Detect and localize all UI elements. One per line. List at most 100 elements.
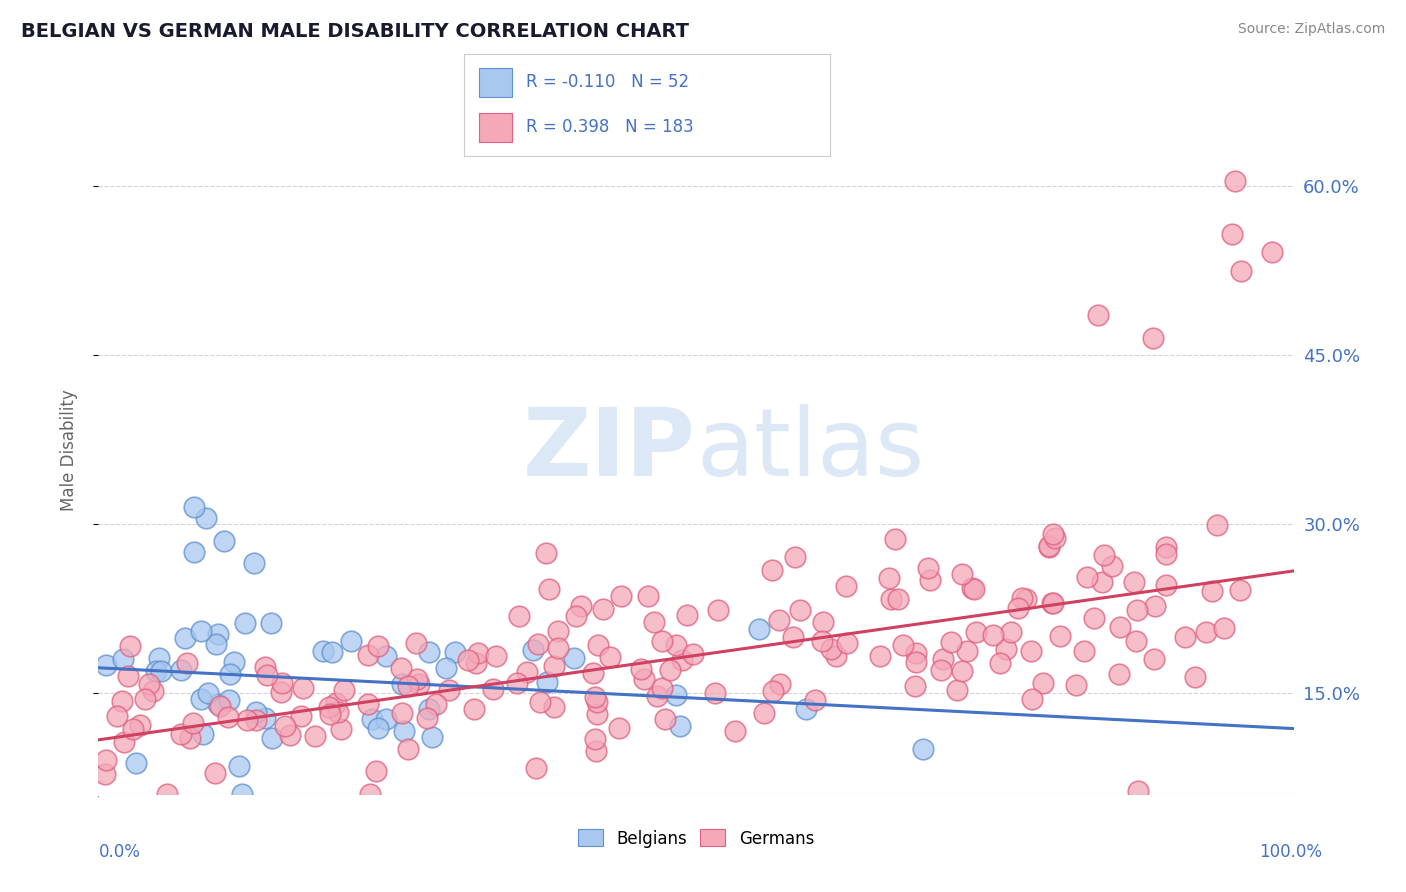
Point xyxy=(583,731,606,746)
Point xyxy=(918,573,941,587)
Point xyxy=(121,723,143,737)
Point xyxy=(236,713,259,727)
Point xyxy=(191,727,214,741)
Point xyxy=(1128,783,1150,797)
Point xyxy=(707,603,730,617)
Point xyxy=(467,646,489,660)
Point xyxy=(524,761,547,775)
Point xyxy=(105,709,128,723)
Point xyxy=(1213,621,1236,635)
Point xyxy=(1205,518,1227,533)
Point xyxy=(120,639,142,653)
Point xyxy=(527,637,550,651)
Point xyxy=(887,591,910,606)
Point xyxy=(319,706,342,721)
Point xyxy=(789,603,811,617)
Point xyxy=(811,615,834,630)
Point xyxy=(367,721,389,735)
Point xyxy=(218,693,240,707)
Point xyxy=(290,708,312,723)
Point xyxy=(207,627,229,641)
Point xyxy=(1142,331,1164,345)
Point xyxy=(665,638,688,652)
Point xyxy=(169,663,191,677)
Point xyxy=(963,582,986,596)
Point xyxy=(585,695,607,709)
Point xyxy=(391,706,413,720)
Point xyxy=(357,648,380,662)
Point xyxy=(547,640,569,655)
Text: atlas: atlas xyxy=(696,404,924,497)
Point xyxy=(752,706,775,720)
Point xyxy=(965,624,987,639)
Point xyxy=(724,723,747,738)
Point xyxy=(668,719,690,733)
Point xyxy=(912,742,935,756)
Point xyxy=(762,684,785,698)
Point xyxy=(148,650,170,665)
Point xyxy=(418,702,440,716)
Point xyxy=(794,702,817,716)
Point xyxy=(318,700,340,714)
Point xyxy=(405,636,427,650)
Point xyxy=(522,643,544,657)
Point xyxy=(1073,644,1095,658)
Point xyxy=(1000,624,1022,639)
Point xyxy=(1007,601,1029,615)
Point xyxy=(218,666,240,681)
Point xyxy=(536,674,558,689)
Point xyxy=(231,787,253,801)
Point xyxy=(209,699,232,714)
Point xyxy=(111,652,134,666)
Point xyxy=(682,647,704,661)
Point xyxy=(782,630,804,644)
Point xyxy=(748,623,770,637)
Point xyxy=(905,655,928,669)
Point xyxy=(1125,603,1147,617)
Point xyxy=(582,666,605,681)
Point xyxy=(485,648,508,663)
Text: R = 0.398   N = 183: R = 0.398 N = 183 xyxy=(526,119,695,136)
Point xyxy=(1101,559,1123,574)
Point xyxy=(1154,547,1177,561)
Point xyxy=(179,731,201,746)
Point xyxy=(304,729,326,743)
Point xyxy=(1143,652,1166,666)
Point xyxy=(396,679,419,693)
Point xyxy=(592,602,614,616)
Point xyxy=(243,556,266,570)
Point xyxy=(547,624,569,638)
Point xyxy=(932,651,955,665)
Point xyxy=(207,697,229,711)
Point xyxy=(675,607,697,622)
Point xyxy=(321,645,343,659)
Point xyxy=(170,727,193,741)
Point xyxy=(654,712,676,726)
Legend: Belgians, Germans: Belgians, Germans xyxy=(571,822,821,855)
Point xyxy=(637,590,659,604)
Point xyxy=(1021,644,1043,658)
Point xyxy=(1091,575,1114,590)
Point xyxy=(988,656,1011,670)
Point xyxy=(569,599,592,613)
Point xyxy=(1123,575,1146,590)
Point xyxy=(588,638,610,652)
Point xyxy=(516,665,538,680)
Point xyxy=(1032,676,1054,690)
Point xyxy=(405,672,427,686)
Point xyxy=(155,787,177,801)
Point xyxy=(837,636,859,650)
Point xyxy=(769,676,792,690)
Point xyxy=(332,683,354,698)
Point xyxy=(565,609,588,624)
Point xyxy=(233,615,256,630)
Point xyxy=(995,642,1018,657)
Point xyxy=(439,682,461,697)
Point xyxy=(1201,584,1223,599)
Point xyxy=(176,657,198,671)
Point xyxy=(1015,591,1038,606)
Point xyxy=(222,655,245,669)
Point xyxy=(651,681,673,696)
Point xyxy=(190,691,212,706)
Point xyxy=(418,645,440,659)
